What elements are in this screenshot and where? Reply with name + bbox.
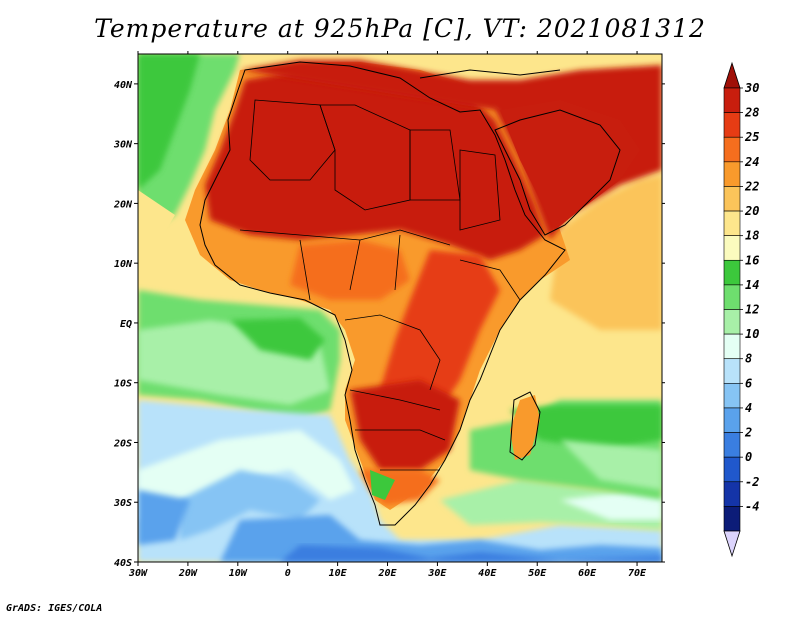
colorbar-swatch [723, 407, 741, 433]
colorbar-label: 20 [744, 204, 759, 218]
lon-tick-label: 10E [329, 568, 348, 579]
lon-tick-label: 70E [628, 568, 647, 579]
lon-tick-label: 20E [377, 568, 397, 579]
colorbar-label: -2 [745, 475, 759, 489]
lat-tick-label: 40S [114, 558, 132, 569]
lon-tick-label: 30W [128, 568, 148, 579]
colorbar-label: 30 [744, 81, 759, 95]
lon-tick-label: 60E [578, 568, 597, 579]
colorbar-label: 22 [744, 179, 759, 193]
lat-tick-label: 10N [114, 259, 133, 270]
colorbar-label: 25 [744, 130, 759, 144]
country-borders [239, 99, 521, 471]
lon-tick-label: 0 [285, 568, 291, 579]
temperature-field [138, 54, 662, 562]
colorbar-label: 2 [744, 426, 752, 440]
colorbar-swatch [723, 333, 741, 360]
colorbar-label: 28 [744, 106, 759, 120]
colorbar-swatch [723, 161, 741, 187]
lat-tick-label: 20S [113, 438, 132, 449]
colorbar-swatch [723, 112, 741, 138]
colorbar-label: 18 [745, 229, 759, 243]
colorbar-swatch [723, 186, 741, 212]
colorbar-label: 12 [745, 303, 759, 317]
lat-tick-label: 30N [113, 140, 133, 151]
colorbar-swatch [723, 136, 741, 163]
longitude-axis: 30W 20W 10W 0 10E 20E 30E 40E 50E 60E 70E [128, 51, 647, 579]
colorbar-swatch [723, 358, 741, 384]
colorbar-swatch [723, 432, 741, 458]
colorbar-label: -4 [745, 499, 759, 513]
coastlines [199, 61, 621, 526]
lat-tick-label: 10S [114, 379, 132, 390]
colorbar-label: 8 [745, 352, 752, 366]
colorbar-label: 16 [745, 253, 759, 267]
colorbar-swatch [723, 309, 741, 335]
lon-tick-label: 10W [229, 568, 248, 579]
lat-tick-label: EQ [120, 319, 132, 330]
latitude-axis: 40N 30N 20N 10N EQ 10S 20S 30S 40S [113, 80, 665, 569]
lat-tick-label: 40N [114, 80, 133, 91]
colorbar-swatch [723, 284, 741, 310]
colorbar-label: 14 [745, 278, 759, 292]
colorbar-label: 10 [745, 327, 759, 341]
plot-frame [137, 53, 663, 563]
lon-tick-label: 50E [528, 568, 547, 579]
credit-text: GrADS: IGES/COLA [6, 603, 103, 614]
lon-tick-label: 30E [427, 568, 447, 579]
map-title: Temperature at 925hPa [C], VT: 202108131… [94, 14, 706, 43]
colorbar-swatch [723, 383, 741, 409]
colorbar-swatch [723, 235, 741, 261]
colorbar-swatch [723, 456, 741, 483]
colorbar-swatch [723, 259, 741, 286]
colorbar-under-arrow [723, 530, 741, 558]
lat-tick-label: 30S [113, 498, 132, 509]
colorbar-label: 4 [745, 401, 752, 415]
colorbar-label: 0 [745, 450, 752, 464]
colorbar-label: 24 [744, 155, 759, 169]
colorbar-swatch [723, 506, 741, 532]
colorbar-label: 6 [745, 376, 752, 390]
lon-tick-label: 40E [478, 568, 497, 579]
lat-tick-label: 20N [113, 199, 133, 210]
colorbar-swatch [723, 481, 741, 507]
lon-tick-label: 20W [178, 568, 198, 579]
colorbar-swatch [723, 210, 741, 236]
colorbar-over-arrow [723, 61, 741, 89]
colorbar-swatch [723, 87, 741, 113]
